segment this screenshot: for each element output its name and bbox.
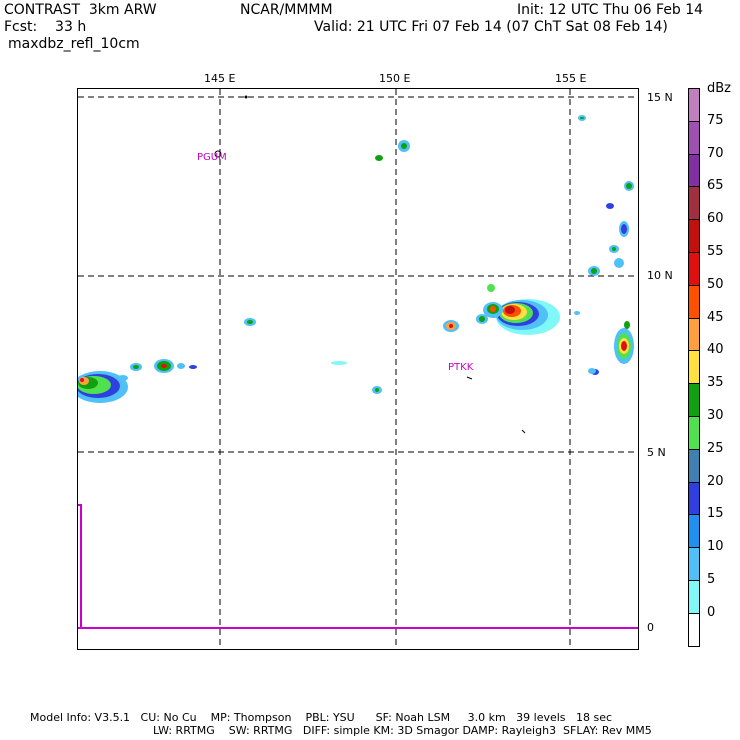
colorbar-cell <box>688 153 700 188</box>
colorbar-tick-label: 20 <box>707 473 724 489</box>
colorbar-unit: dBz <box>707 81 731 96</box>
model-title: CONTRAST 3km ARW <box>4 2 157 18</box>
lon-label-155: 155 E <box>555 72 587 85</box>
colorbar-tick-label: 55 <box>707 244 724 259</box>
lat-lon-grid <box>78 89 638 649</box>
lon-label-145: 145 E <box>204 72 236 85</box>
colorbar-cell <box>688 416 700 450</box>
colorbar-tick-label: 65 <box>707 178 724 194</box>
colorbar-cell <box>688 317 700 352</box>
colorbar-tick-label: 75 <box>707 112 724 128</box>
lat-label-15: 15 N <box>647 91 673 104</box>
colorbar-cell <box>688 448 700 483</box>
colorbar-cell <box>688 88 700 122</box>
guam-island <box>214 150 222 158</box>
colorbar-cell <box>688 284 700 319</box>
storm-cluster-east <box>578 115 634 374</box>
colorbar-cell <box>688 383 700 417</box>
lon-label-150: 150 E <box>379 72 411 85</box>
chuuk-island <box>466 376 473 380</box>
colorbar-cell <box>688 120 700 155</box>
colorbar-tick-label: 5 <box>707 572 716 587</box>
colorbar-tick-label: 70 <box>707 145 724 161</box>
lat-label-5: 5 N <box>647 446 666 459</box>
reflectivity-map: PGUM PTKK <box>77 88 639 650</box>
colorbar-tick-label: 10 <box>707 539 724 555</box>
colorbar-tick-label: 25 <box>707 440 724 456</box>
valid-time: Valid: 21 UTC Fri 07 Feb 14 (07 ChT Sat … <box>314 19 668 35</box>
colorbar-cell <box>688 514 700 549</box>
colorbar-cell <box>688 481 700 516</box>
field-name: maxdbz_refl_10cm <box>8 36 140 52</box>
org-label: NCAR/MMMM <box>240 2 333 18</box>
colorbar-cell <box>688 612 700 647</box>
colorbar-tick-label: 35 <box>707 375 724 391</box>
small-island <box>521 429 526 434</box>
lat-label-0: 0 <box>647 621 654 634</box>
model-info-line2: LW: RRTMG SW: RRTMG DIFF: simple KM: 3D … <box>153 724 652 737</box>
station-pgum: PGUM <box>197 152 227 163</box>
colorbar-cell <box>688 580 700 614</box>
lat-label-10: 10 N <box>647 269 673 282</box>
colorbar-cell <box>688 252 700 286</box>
colorbar-cell <box>688 547 700 581</box>
colorbar-tick-label: 15 <box>707 506 724 522</box>
map-svg <box>78 89 638 649</box>
init-time: Init: 12 UTC Thu 06 Feb 14 <box>517 2 704 18</box>
colorbar-tick-label: 60 <box>707 211 724 227</box>
colorbar-cell <box>688 186 700 221</box>
model-info-line1: Model Info: V3.5.1 CU: No Cu MP: Thompso… <box>30 711 613 724</box>
station-ptkk: PTKK <box>448 362 474 373</box>
storm-cluster-west <box>78 140 410 403</box>
colorbar-tick-label: 40 <box>707 342 724 358</box>
colorbar-tick-label: 30 <box>707 408 724 423</box>
colorbar-tick-label: 45 <box>707 309 724 325</box>
small-island-north <box>244 95 248 99</box>
colorbar-tick-label: 0 <box>707 604 716 620</box>
colorbar-cell <box>688 350 700 385</box>
colorbar-tick-label: 50 <box>707 276 724 292</box>
boundary-line <box>78 504 82 628</box>
storm-cluster-central <box>443 284 599 375</box>
forecast-hour: Fcst: 33 h <box>4 19 87 35</box>
colorbar-cell <box>688 219 700 253</box>
